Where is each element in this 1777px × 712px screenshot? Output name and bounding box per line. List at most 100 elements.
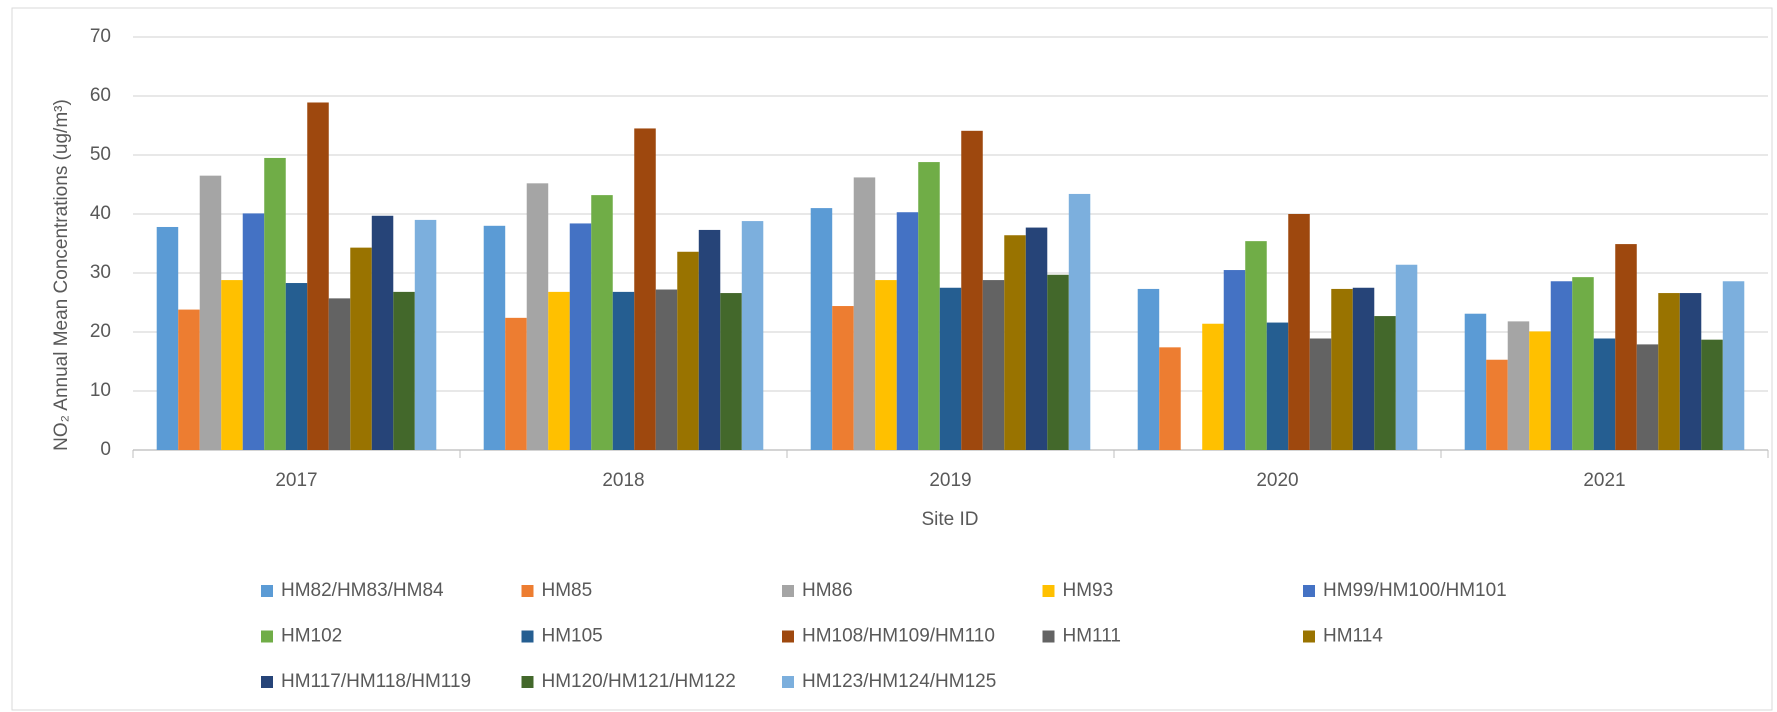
bar: [285, 283, 308, 450]
legend-swatch: [1042, 630, 1055, 643]
legend-swatch: [521, 676, 534, 688]
bar: [414, 219, 437, 450]
bar: [328, 298, 351, 450]
bar: [612, 291, 635, 450]
bar: [939, 287, 962, 450]
y-tick-label: 30: [90, 262, 111, 283]
x-tick-label: 2019: [929, 470, 971, 491]
bar: [1615, 244, 1637, 450]
legend-swatch: [521, 630, 534, 643]
bar: [264, 157, 286, 450]
legend-label: HM111: [1063, 626, 1121, 647]
legend-swatch: [1303, 585, 1315, 597]
bar: [591, 195, 613, 450]
y-axis-label: NO₂ Annual Mean Concentrations (ug/m³): [51, 99, 72, 451]
legend-swatch: [1303, 630, 1315, 643]
legend-label: HM105: [542, 626, 603, 647]
legend-label: HM120/HM121/HM122: [542, 671, 736, 692]
bar: [1025, 227, 1048, 450]
y-tick-label: 70: [90, 26, 111, 47]
bar: [1529, 331, 1551, 450]
bar: [1572, 277, 1594, 450]
bar: [634, 128, 656, 450]
bar: [1004, 235, 1026, 450]
y-tick-label: 40: [90, 203, 111, 224]
chart-frame: [11, 7, 1773, 711]
bar: [1550, 281, 1573, 450]
bar: [548, 291, 570, 450]
legend-label: HM85: [542, 580, 593, 601]
legend-swatch: [1042, 585, 1055, 597]
bar: [307, 102, 329, 451]
bar: [720, 293, 742, 450]
x-tick-label: 2020: [1256, 470, 1298, 491]
bar: [1137, 288, 1160, 450]
bar: [982, 280, 1005, 450]
x-tick-label: 2018: [602, 470, 644, 491]
bar: [1636, 344, 1659, 450]
bar: [221, 280, 243, 450]
y-tick-label: 60: [90, 85, 111, 106]
legend-label: HM99/HM100/HM101: [1323, 580, 1507, 601]
x-tick-label: 2021: [1583, 470, 1625, 491]
y-tick-label: 20: [90, 321, 111, 342]
bar: [178, 309, 200, 450]
bar: [1374, 316, 1396, 450]
bar: [350, 247, 372, 450]
y-tick-label: 0: [100, 439, 111, 460]
y-tick-label: 50: [90, 144, 111, 165]
legend-label: HM86: [802, 580, 853, 601]
legend-label: HM114: [1323, 626, 1383, 647]
bar: [1309, 338, 1332, 450]
bar: [875, 280, 897, 450]
legend-swatch: [782, 676, 794, 688]
bar: [1245, 241, 1267, 450]
bar: [483, 225, 506, 450]
legend-label: HM117/HM118/HM119: [281, 671, 471, 692]
bar: [1331, 288, 1353, 450]
x-tick-label: 2017: [275, 470, 317, 491]
legend-swatch: [521, 585, 534, 597]
bar: [1658, 293, 1680, 450]
bar: [655, 289, 678, 450]
bar: [741, 221, 764, 450]
bar: [526, 183, 549, 450]
x-axis-label: Site ID: [921, 509, 978, 530]
legend-label: HM102: [281, 626, 342, 647]
bar: [1047, 274, 1069, 450]
bar: [1288, 214, 1310, 450]
bar: [896, 212, 919, 450]
bar: [698, 229, 721, 450]
bar: [156, 226, 179, 450]
bar: [1395, 264, 1418, 450]
bar: [1679, 293, 1702, 450]
legend-label: HM123/HM124/HM125: [802, 671, 996, 692]
bar: [1266, 322, 1289, 450]
bar: [1068, 193, 1091, 450]
bar: [1223, 270, 1246, 450]
bar: [1486, 359, 1508, 450]
bar: [242, 213, 265, 450]
bar: [393, 291, 415, 450]
bar: [371, 215, 394, 450]
bar: [810, 208, 833, 450]
bar: [832, 306, 854, 450]
legend-swatch: [782, 585, 794, 597]
bar: [505, 317, 527, 450]
bar: [1464, 313, 1487, 450]
bar: [1593, 338, 1616, 450]
legend-swatch: [261, 630, 273, 643]
bar: [961, 130, 983, 450]
bar: [1722, 281, 1745, 450]
bar: [569, 223, 592, 450]
bar: [1352, 287, 1375, 450]
bar: [1507, 321, 1530, 450]
legend-swatch: [261, 676, 273, 688]
bar: [853, 177, 876, 451]
bar: [1159, 347, 1181, 450]
y-tick-label: 10: [90, 380, 111, 401]
bar: [1202, 323, 1224, 450]
bar: [199, 175, 222, 450]
legend-label: HM93: [1063, 580, 1114, 601]
